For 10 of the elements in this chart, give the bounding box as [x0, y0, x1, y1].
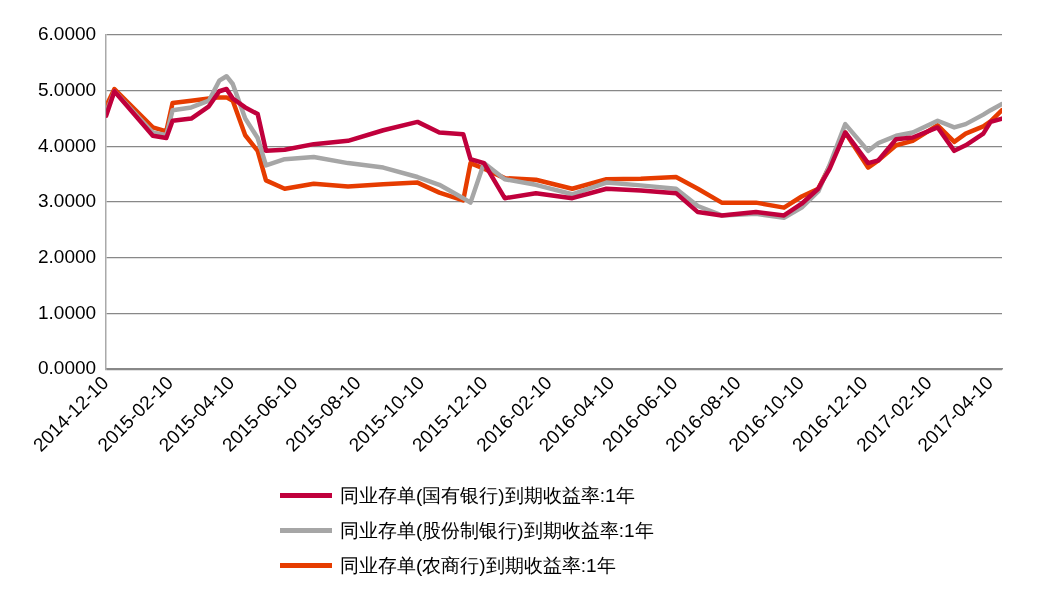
- legend-label: 同业存单(股份制银行)到期收益率:1年: [340, 518, 654, 543]
- legend-label: 同业存单(农商行)到期收益率:1年: [340, 553, 616, 578]
- y-tick-label: 5.0000: [37, 78, 97, 100]
- y-tick-label: 2.0000: [37, 246, 97, 267]
- y-tick-label: 6.0000: [37, 23, 97, 45]
- legend-label: 同业存单(国有银行)到期收益率:1年: [340, 483, 635, 508]
- y-tick-label: 0.0000: [37, 357, 97, 379]
- y-tick-label: 4.0000: [37, 134, 97, 156]
- y-tick-label: 3.0000: [37, 190, 97, 212]
- y-tick-label: 1.0000: [37, 301, 97, 323]
